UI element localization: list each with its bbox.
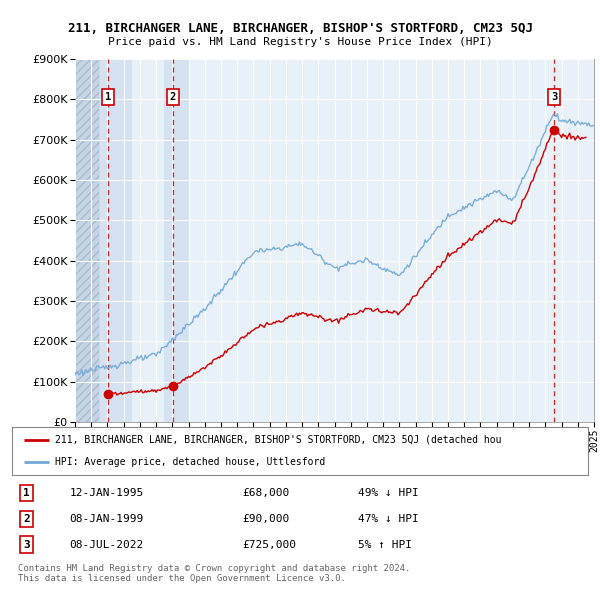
- Text: 211, BIRCHANGER LANE, BIRCHANGER, BISHOP'S STORTFORD, CM23 5QJ (detached hou: 211, BIRCHANGER LANE, BIRCHANGER, BISHOP…: [55, 435, 502, 445]
- Text: 1: 1: [23, 489, 30, 498]
- Text: 3: 3: [551, 92, 557, 102]
- Text: 3: 3: [23, 540, 30, 549]
- Text: 2: 2: [23, 514, 30, 524]
- Text: HPI: Average price, detached house, Uttlesford: HPI: Average price, detached house, Uttl…: [55, 457, 325, 467]
- Bar: [75, 59, 100, 422]
- Text: 1: 1: [105, 92, 111, 102]
- Bar: [75, 59, 100, 422]
- Text: 47% ↓ HPI: 47% ↓ HPI: [358, 514, 418, 524]
- Text: 211, BIRCHANGER LANE, BIRCHANGER, BISHOP'S STORTFORD, CM23 5QJ: 211, BIRCHANGER LANE, BIRCHANGER, BISHOP…: [67, 22, 533, 35]
- Text: 2: 2: [170, 92, 176, 102]
- Text: £725,000: £725,000: [242, 540, 296, 549]
- Bar: [100, 59, 132, 422]
- Text: £90,000: £90,000: [242, 514, 290, 524]
- Bar: [164, 59, 188, 422]
- Text: 49% ↓ HPI: 49% ↓ HPI: [358, 489, 418, 498]
- Text: 08-JAN-1999: 08-JAN-1999: [70, 514, 144, 524]
- Text: 5% ↑ HPI: 5% ↑ HPI: [358, 540, 412, 549]
- Text: £68,000: £68,000: [242, 489, 290, 498]
- Text: Contains HM Land Registry data © Crown copyright and database right 2024.
This d: Contains HM Land Registry data © Crown c…: [18, 564, 410, 584]
- Text: Price paid vs. HM Land Registry's House Price Index (HPI): Price paid vs. HM Land Registry's House …: [107, 37, 493, 47]
- Text: 08-JUL-2022: 08-JUL-2022: [70, 540, 144, 549]
- Text: 12-JAN-1995: 12-JAN-1995: [70, 489, 144, 498]
